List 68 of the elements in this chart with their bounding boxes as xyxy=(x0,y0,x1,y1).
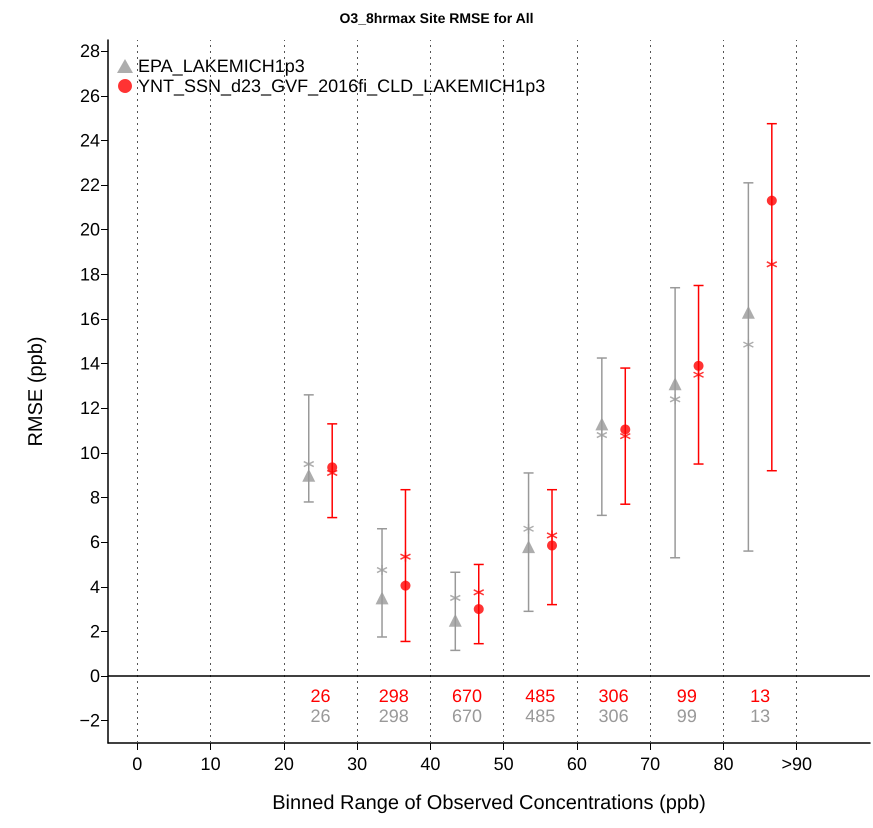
annotation: 99 xyxy=(676,686,697,706)
y-tick-label: 22 xyxy=(80,175,100,196)
point xyxy=(448,614,462,627)
y-tick-label: 26 xyxy=(80,86,100,106)
annotation: 13 xyxy=(750,706,770,726)
point xyxy=(474,604,484,614)
point xyxy=(595,417,608,430)
y-tick-label: 16 xyxy=(80,308,100,329)
annotation: 306 xyxy=(598,706,629,726)
annotation: 298 xyxy=(378,706,409,726)
point xyxy=(400,580,410,591)
point xyxy=(692,369,704,381)
point xyxy=(547,540,558,550)
y-tick-label: 12 xyxy=(80,398,100,418)
y-tick-label: 10 xyxy=(80,442,100,463)
x-tick-label: 70 xyxy=(640,754,660,774)
annotation: 99 xyxy=(676,706,697,726)
x-tick-label: 40 xyxy=(420,754,440,774)
y-tick-label: 2 xyxy=(90,621,100,642)
x-tick-label: >90 xyxy=(781,754,812,774)
x-tick-label: 80 xyxy=(713,754,734,774)
x-tick-label: 20 xyxy=(274,754,294,774)
x-tick-label: 0 xyxy=(132,754,142,774)
y-tick-label: 0 xyxy=(90,666,100,686)
point xyxy=(522,523,534,534)
y-tick-label: 28 xyxy=(80,41,100,62)
annotation: 485 xyxy=(525,706,556,726)
point xyxy=(596,429,608,441)
annotation: 670 xyxy=(452,686,482,706)
x-tick-label: 30 xyxy=(347,754,368,774)
annotation: 485 xyxy=(525,686,556,706)
point xyxy=(766,258,778,270)
annotation: 298 xyxy=(378,686,409,706)
legend-label: YNT_SSN_d23_GVF_2016fi_CLD_LAKEMICH1p3 xyxy=(138,76,546,96)
annotation: 26 xyxy=(310,706,330,726)
annotation: 306 xyxy=(598,686,629,706)
point xyxy=(668,377,682,390)
point xyxy=(302,468,316,482)
annotation: 13 xyxy=(750,686,770,706)
y-tick-label: 18 xyxy=(80,264,100,284)
y-tick-label: 14 xyxy=(80,354,100,374)
point xyxy=(522,540,536,554)
x-tick-label: 60 xyxy=(566,754,587,774)
y-tick-label: 24 xyxy=(80,130,100,150)
y-tick-label: 8 xyxy=(90,488,100,508)
annotation: 670 xyxy=(452,706,482,726)
y-tick-label: 20 xyxy=(80,220,100,240)
chart-title: O3_8hrmax Site RMSE for All xyxy=(340,10,534,26)
point xyxy=(694,360,704,371)
point xyxy=(669,394,681,406)
x-tick-label: 10 xyxy=(200,754,221,774)
legend-label: EPA_LAKEMICH1p3 xyxy=(138,56,305,76)
y-tick-label: 4 xyxy=(90,576,100,597)
point xyxy=(376,564,388,576)
point xyxy=(400,550,412,562)
y-tick-label: 6 xyxy=(90,532,100,552)
point xyxy=(766,196,777,206)
point xyxy=(546,530,558,542)
y-axis-title: RMSE (ppb) xyxy=(25,336,47,447)
x-axis-title: Binned Range of Observed Concentrations (ppb) xyxy=(272,792,706,814)
point xyxy=(742,306,755,319)
point xyxy=(376,591,389,604)
point xyxy=(742,338,754,350)
point xyxy=(620,424,630,434)
y-tick-label: −2 xyxy=(79,710,100,731)
point xyxy=(450,592,462,604)
annotation: 26 xyxy=(310,686,330,706)
x-tick-label: 50 xyxy=(494,754,514,774)
